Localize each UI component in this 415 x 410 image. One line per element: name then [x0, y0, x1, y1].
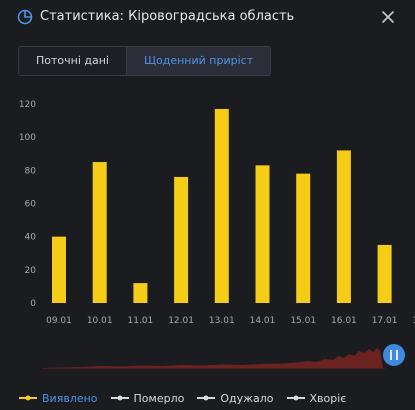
overview-area: [42, 348, 383, 368]
y-tick-label: 100: [19, 133, 36, 143]
bar-10.01[interactable]: [92, 162, 107, 303]
x-tick-label: 15.01: [290, 316, 316, 326]
y-tick-label: 60: [25, 200, 37, 210]
overview-handle-grip-left: [390, 350, 392, 360]
bar-13.01[interactable]: [214, 108, 229, 303]
x-tick-label: 11.01: [128, 316, 154, 326]
tab-daily-growth[interactable]: Щоденний приріст: [125, 47, 271, 75]
legend-label-deaths: Померло: [133, 391, 185, 405]
pie-chart-icon: [17, 9, 33, 25]
legend-item-deaths[interactable]: Померло: [110, 391, 185, 405]
bar-11.01[interactable]: [133, 283, 148, 303]
window-title: Статистика: Кіровоградська область: [40, 9, 295, 24]
legend-item-recovered[interactable]: Одужало: [196, 391, 274, 405]
x-tick-label: 17.01: [372, 316, 398, 326]
overview-baseline: [42, 368, 385, 369]
bar-15.01[interactable]: [296, 173, 311, 303]
overview-range-handle[interactable]: [383, 344, 405, 366]
close-icon[interactable]: [378, 7, 398, 27]
x-tick-label: 10.01: [87, 316, 113, 326]
legend-line-icon: [197, 395, 216, 401]
bar-09.01[interactable]: [52, 236, 66, 303]
x-tick-label: 09.01: [46, 316, 72, 326]
y-tick-label: 0: [30, 299, 36, 309]
y-tick-label: 20: [25, 266, 37, 276]
view-tabs: Поточні дані Щоденний приріст: [18, 46, 272, 76]
x-tick-label: 12.01: [168, 316, 194, 326]
bar-14.01[interactable]: [255, 165, 270, 303]
bar-16.01[interactable]: [336, 150, 351, 303]
y-tick-label: 120: [19, 100, 36, 110]
y-tick-label: 40: [25, 233, 37, 243]
daily-growth-bar-chart: 0 20 40 60 80 100 120 09.01 10.01 11.01 12.01 13.01…: [19, 100, 415, 326]
timeline-overview[interactable]: [42, 340, 410, 372]
x-tick-label: 13.01: [209, 316, 235, 326]
legend-item-sick[interactable]: Хворіє: [286, 391, 347, 405]
x-tick-label: 16.01: [331, 316, 357, 326]
y-tick-label: 80: [25, 166, 37, 176]
overview-handle-grip-right: [396, 350, 398, 360]
legend-line-icon: [110, 395, 129, 401]
x-tick-label: 14.01: [250, 316, 276, 326]
x-tick-label: 18.01: [412, 316, 415, 326]
window-header: Статистика: Кіровоградська область: [0, 0, 415, 34]
legend-label-recovered: Одужало: [220, 391, 274, 405]
legend-label-sick: Хворіє: [309, 391, 347, 405]
bar-17.01[interactable]: [377, 244, 392, 303]
chart-legend: Виявлено Померло Одужало Хворіє: [18, 391, 358, 405]
legend-line-icon: [19, 395, 37, 401]
legend-item-detected[interactable]: Виявлено: [18, 392, 98, 405]
bar-12.01[interactable]: [174, 176, 189, 303]
legend-line-icon: [286, 395, 305, 401]
legend-label-detected: Виявлено: [42, 391, 98, 405]
tab-current-data[interactable]: Поточні дані: [19, 47, 126, 75]
